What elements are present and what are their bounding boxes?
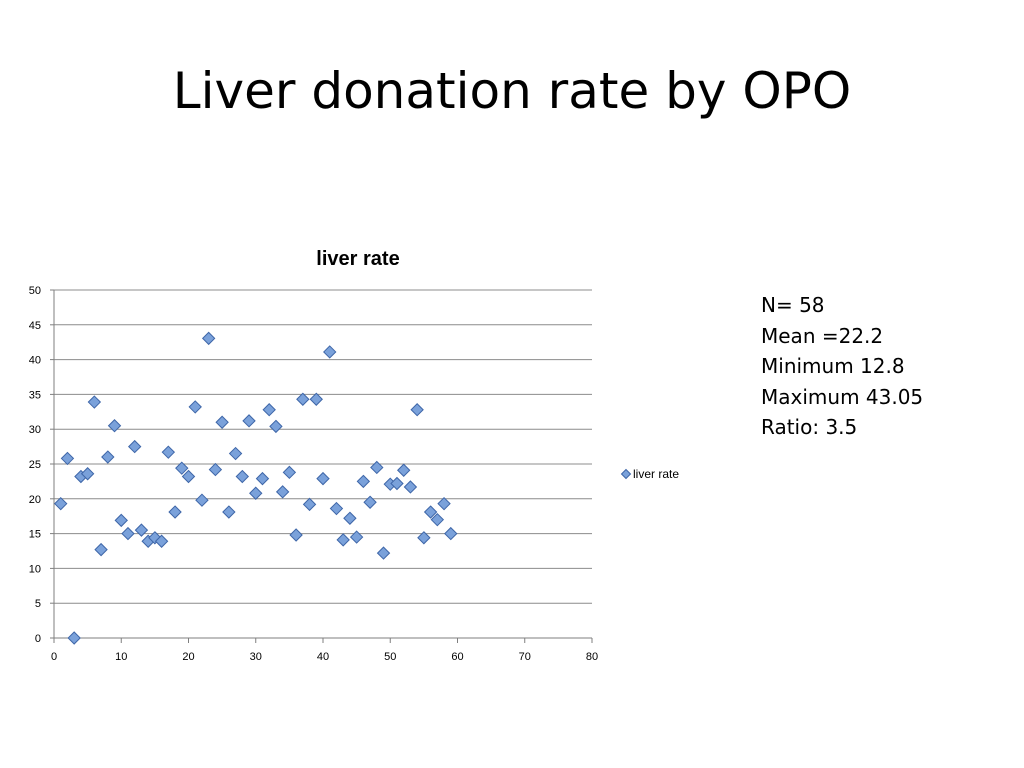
data-point [410,403,424,417]
data-point [87,395,102,409]
data-point [235,469,250,484]
data-point [215,415,229,429]
x-tick-label: 50 [384,651,396,663]
data-point [403,480,418,494]
data-point [107,419,122,433]
data-point [121,526,135,541]
data-point [181,469,196,484]
y-tick-label: 30 [29,424,41,436]
data-point [430,512,445,527]
x-tick-label: 70 [519,651,531,663]
y-tick-label: 40 [29,355,41,367]
data-point [222,505,236,519]
data-point [201,331,216,346]
y-tick-label: 5 [35,598,41,610]
data-point [175,461,189,475]
data-point [336,533,350,547]
x-tick-label: 40 [317,651,329,663]
data-point [154,534,169,548]
data-point [255,471,270,486]
data-point [329,501,344,516]
data-point [282,465,297,480]
data-point [316,471,330,486]
data-point [114,513,128,528]
data-point [195,493,209,507]
x-tick-label: 80 [586,651,598,663]
data-point [423,505,438,519]
y-tick-label: 10 [29,563,41,575]
data-point [60,451,75,466]
y-tick-label: 0 [35,633,41,645]
y-tick-label: 50 [29,285,41,297]
data-point [228,446,243,461]
stat-maximum: Maximum 43.05 [761,384,924,409]
data-point [127,439,142,454]
data-point [343,511,357,525]
data-point [208,462,223,477]
data-point [396,463,411,477]
stat-minimum: Minimum 12.8 [761,354,905,378]
data-point [356,474,371,489]
data-point [94,542,108,557]
y-tick-label: 35 [29,389,41,401]
data-point [161,445,176,459]
data-point [444,526,458,541]
x-tick-label: 20 [182,651,194,663]
stat-mean: Mean =22.2 [761,323,884,348]
y-tick-label: 25 [29,459,41,471]
data-point [323,345,337,359]
data-point [168,505,182,519]
data-point [275,485,290,499]
axes [50,289,593,643]
data-point [437,496,451,511]
data-point [302,497,317,512]
data-point [188,400,202,414]
legend-label: liver rate [633,467,679,481]
x-tick-label: 60 [451,651,463,663]
data-point [370,460,384,475]
data-point [80,467,95,481]
data-point [54,496,68,511]
data-point [309,392,323,406]
data-point [349,530,364,544]
data-point [363,495,377,509]
data-point [242,414,256,428]
x-tick-label: 10 [115,651,127,663]
x-tick-label: 30 [250,651,262,663]
data-point [134,523,149,537]
y-tick-label: 20 [29,494,41,506]
stat-n: N= 58 [761,293,825,317]
stat-ratio: Ratio: 3.5 [761,415,858,439]
slide-title: Liver donation rate by OPO [172,62,852,120]
data-points [54,331,458,645]
x-tick-label: 0 [51,651,57,663]
data-point [101,450,115,464]
data-point [262,403,276,417]
chart-title: liver rate [316,248,399,270]
summary-stats: N= 58 Mean =22.2 Minimum 12.8 Maximum 43… [761,290,923,443]
data-point [67,631,81,645]
legend-marker-diamond [620,468,632,480]
data-point [296,392,310,406]
data-point [417,531,431,545]
legend: liver rate [620,467,679,481]
y-tick-label: 45 [29,320,41,332]
tick-labels: 0 5 10 15 20 25 30 35 40 45 50 0 10 20 30 40 50 60 70 80 [29,285,598,663]
data-point [376,546,391,560]
y-tick-label: 15 [29,529,41,541]
data-point [249,486,263,500]
data-point [390,476,404,491]
data-point [289,528,303,542]
data-point [269,419,283,434]
